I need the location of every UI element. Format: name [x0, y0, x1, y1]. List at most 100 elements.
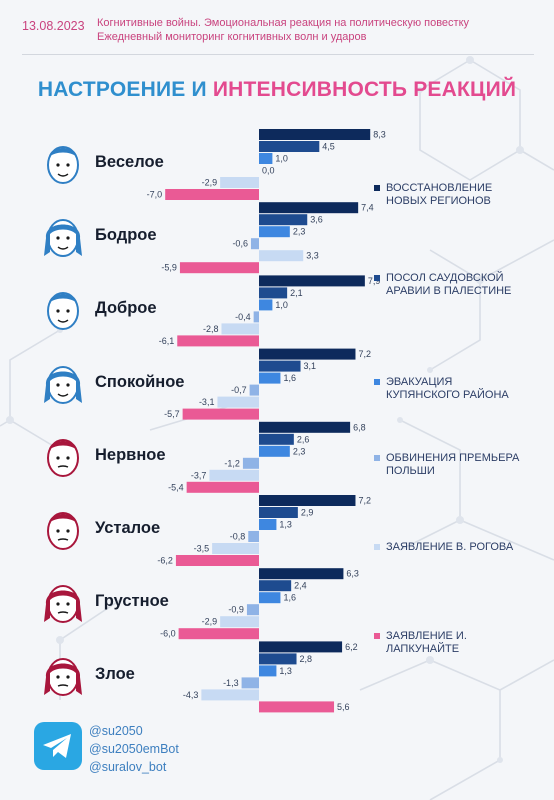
data-label: 6,2	[345, 642, 358, 652]
data-label: 1,6	[283, 593, 296, 603]
data-label: 3,3	[306, 251, 319, 261]
bar	[242, 457, 259, 469]
data-label: -6,2	[157, 556, 173, 566]
bar	[248, 531, 259, 542]
legend-label: ПОСОЛ САУДОВСКОЙ АРАВИИ В ПАЛЕСТИНЕ	[386, 272, 512, 297]
tired-face-icon	[40, 505, 86, 555]
data-label: 2,3	[293, 446, 306, 456]
bar	[249, 384, 259, 396]
legend-label: ЗАЯВЛЕНИЕ И. ЛАПКУНАЙТЕ	[386, 630, 467, 655]
bar	[259, 665, 277, 677]
header-divider	[22, 54, 534, 55]
data-label: 1,6	[283, 373, 296, 383]
data-label: 6,3	[346, 569, 359, 579]
legend-swatch	[374, 455, 380, 461]
data-label: 8,3	[373, 130, 386, 140]
angry-woman-face-icon	[40, 651, 86, 701]
data-label: -7,0	[147, 190, 163, 200]
data-label: -6,1	[159, 336, 175, 346]
bar	[250, 238, 259, 250]
mood-label: Усталое	[95, 519, 161, 537]
telegram-icon[interactable]	[34, 722, 82, 770]
data-label: 2,6	[297, 434, 310, 444]
data-label: -3,5	[194, 544, 210, 554]
data-label: 1,0	[275, 300, 288, 310]
subtitle-line-2: Ежедневный мониторинг когнитивных волн и…	[97, 31, 367, 43]
bar	[259, 592, 281, 604]
legend-swatch	[374, 185, 380, 191]
bar	[246, 604, 259, 616]
data-label: 4,5	[322, 142, 335, 152]
legend-label: ЗАЯВЛЕНИЕ В. РОГОВА	[386, 541, 514, 553]
data-label: -4,3	[183, 690, 199, 700]
data-label: -2,9	[202, 178, 218, 188]
chart-title: НАСТРОЕНИЕ И ИНТЕНСИВНОСТЬ РЕАКЦИЙ	[0, 78, 554, 102]
bar	[217, 396, 259, 408]
bar	[177, 335, 259, 347]
bar	[212, 543, 259, 554]
data-label: -1,2	[224, 458, 240, 468]
data-label: 1,3	[279, 520, 292, 530]
smiling-face-icon	[40, 139, 86, 189]
bar	[178, 628, 259, 640]
data-label: -3,7	[191, 470, 207, 480]
legend-swatch	[374, 544, 380, 550]
bar	[259, 299, 273, 311]
happy-woman-face-icon	[40, 212, 86, 262]
data-label: -2,8	[203, 324, 219, 334]
legend-swatch	[374, 379, 380, 385]
bar	[259, 701, 335, 713]
bar	[259, 445, 290, 457]
bar	[179, 262, 259, 274]
legend-swatch	[374, 633, 380, 639]
bar	[259, 202, 359, 214]
bar	[259, 653, 297, 665]
bar	[259, 141, 320, 152]
bar	[259, 372, 281, 384]
contact-link-3[interactable]: @suralov_bot	[89, 760, 167, 774]
mood-label: Грустное	[95, 592, 169, 611]
data-label: -1,3	[223, 678, 239, 688]
data-label: -5,7	[164, 409, 180, 419]
bar	[259, 153, 273, 164]
sad-woman-face-icon	[40, 578, 86, 628]
data-label: -0,4	[235, 312, 251, 322]
legend-label: ЭВАКУАЦИЯ КУПЯНСКОГО РАЙОНА	[386, 376, 509, 401]
data-label: 2,8	[300, 654, 313, 664]
contact-link-1[interactable]: @su2050	[89, 724, 143, 738]
data-label: 2,1	[290, 288, 303, 298]
data-label: -3,1	[199, 397, 215, 407]
data-label: 0,0	[262, 166, 275, 176]
bar	[259, 495, 356, 506]
bar	[201, 689, 259, 701]
mood-label: Бодрое	[95, 226, 157, 245]
data-label: -5,9	[161, 263, 177, 273]
bar	[259, 421, 351, 433]
nervous-face-icon	[40, 432, 86, 482]
data-label: -0,6	[232, 239, 248, 249]
data-label: -6,0	[160, 629, 176, 639]
data-label: 5,6	[337, 702, 350, 712]
bar	[259, 287, 288, 299]
bar	[259, 348, 356, 360]
data-label: 2,3	[293, 227, 306, 237]
legend-swatch	[374, 275, 380, 281]
mood-label: Доброе	[95, 299, 157, 318]
bar	[259, 433, 294, 445]
bar	[186, 481, 259, 493]
header: 13.08.2023 Когнитивные войны. Эмоциональ…	[0, 0, 554, 55]
bar	[220, 177, 259, 188]
bar	[182, 408, 259, 420]
bar	[259, 275, 365, 287]
subtitle-line-1: Когнитивные войны. Эмоциональная реакция…	[97, 17, 470, 29]
data-label: 6,8	[353, 422, 366, 432]
mood-label: Веселое	[95, 153, 164, 171]
bar	[241, 677, 259, 689]
bar	[175, 555, 259, 566]
bar	[259, 226, 290, 238]
contact-link-2[interactable]: @su2050emBot	[89, 742, 179, 756]
data-label: 7,2	[358, 496, 371, 506]
data-label: -2,9	[202, 617, 218, 627]
bar	[259, 580, 292, 592]
